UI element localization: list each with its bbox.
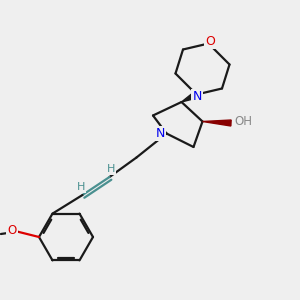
Text: N: N (156, 127, 165, 140)
Text: H: H (107, 164, 115, 174)
Polygon shape (182, 91, 198, 102)
Polygon shape (202, 120, 231, 126)
Text: O: O (8, 224, 16, 238)
Text: H: H (77, 182, 85, 192)
Text: O: O (205, 34, 214, 48)
Text: N: N (192, 90, 202, 103)
Text: OH: OH (234, 115, 252, 128)
